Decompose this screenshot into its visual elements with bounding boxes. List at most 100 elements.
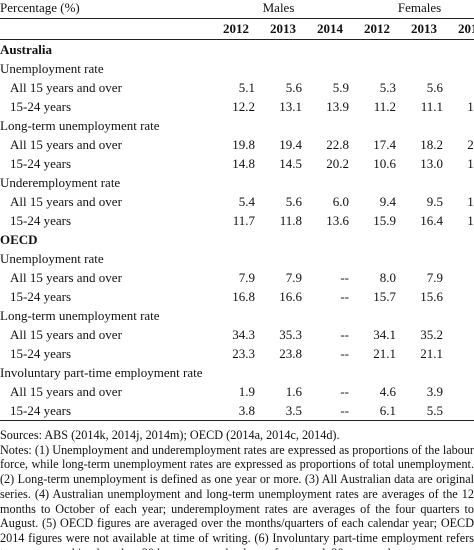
- table-row: 15-24 years 12.2 13.1 13.9 11.2 11.1 12.3: [0, 97, 474, 116]
- value-cell: 17.4: [373, 136, 396, 152]
- value-cell: --: [443, 382, 474, 401]
- value-cell: 20.4: [467, 136, 474, 152]
- group-row: Unemployment rate: [0, 59, 474, 78]
- value-cell: --: [443, 325, 474, 344]
- section-label: Australia: [0, 41, 52, 57]
- group-label: Involuntary part-time employment rate: [0, 364, 203, 380]
- value-cell: 18.2: [420, 136, 443, 152]
- value-cell: 21.1: [420, 345, 443, 361]
- table-row: All 15 years and over 19.8 19.4 22.8 17.4 18.…: [0, 135, 474, 154]
- value-cell: 9.4: [379, 193, 396, 209]
- value-cell: 5.6: [426, 79, 443, 95]
- value-cell: 12.3: [467, 98, 474, 114]
- table-body: Australia Unemployment rate All 15 years a…: [0, 40, 474, 421]
- value-cell: 11.2: [373, 98, 396, 114]
- value-cell: --: [340, 345, 349, 361]
- value-cell: 21.1: [373, 345, 396, 361]
- value-cell: 7.9: [285, 269, 302, 285]
- value-cell: 22.8: [326, 136, 349, 152]
- value-cell: 3.9: [426, 383, 443, 399]
- group-row: Underemployment rate: [0, 173, 474, 192]
- value-cell: --: [443, 401, 474, 421]
- group-row: Involuntary part-time employment rate: [0, 363, 474, 382]
- table-row: 15-24 years 11.7 11.8 13.6 15.9 16.4 17.9: [0, 211, 474, 230]
- table-row: 15-24 years 14.8 14.5 20.2 10.6 13.0 15.1: [0, 154, 474, 173]
- year-header-females-2012: 2012: [349, 18, 396, 40]
- males-group-header: Males: [262, 0, 295, 15]
- notes-block: Sources: ABS (2014k, 2014j, 2014m); OECD…: [0, 428, 474, 550]
- value-cell: 6.0: [332, 193, 349, 209]
- value-cell: 5.5: [396, 401, 443, 421]
- value-cell: --: [340, 383, 349, 399]
- value-cell: 8.0: [379, 269, 396, 285]
- group-row: Unemployment rate: [0, 249, 474, 268]
- value-cell: 5.1: [238, 79, 255, 95]
- row-label: 15-24 years: [0, 401, 208, 421]
- row-label: 15-24 years: [10, 288, 72, 304]
- year-header-males-2013: 2013: [255, 18, 302, 40]
- value-cell: 5.4: [238, 193, 255, 209]
- value-cell: 5.6: [285, 79, 302, 95]
- table-row: All 15 years and over34.335.3--34.135.2-…: [0, 325, 474, 344]
- value-cell: 19.8: [232, 136, 255, 152]
- statistics-table: Percentage (%) Males Females 2012 2013 201…: [0, 0, 474, 421]
- value-cell: 11.8: [279, 212, 302, 228]
- value-cell: --: [340, 269, 349, 285]
- value-cell: --: [443, 344, 474, 363]
- row-label: 15-24 years: [10, 155, 72, 171]
- value-cell: 35.2: [420, 326, 443, 342]
- notes-text: Notes: (1) Unemployment and underemploym…: [0, 442, 474, 550]
- value-cell: --: [340, 326, 349, 342]
- value-cell: 5.3: [379, 79, 396, 95]
- value-cell: 14.5: [279, 155, 302, 171]
- value-cell: 16.8: [232, 288, 255, 304]
- row-label: All 15 years and over: [10, 269, 122, 285]
- row-label: 15-24 years: [10, 345, 72, 361]
- year-header-females-2014: 2014: [443, 18, 474, 40]
- value-cell: 16.6: [279, 288, 302, 304]
- value-cell: 11.7: [232, 212, 255, 228]
- row-label: 15-24 years: [10, 212, 72, 228]
- value-cell: 13.9: [326, 98, 349, 114]
- value-cell: 7.9: [426, 269, 443, 285]
- value-cell: 4.6: [379, 383, 396, 399]
- section-label: OECD: [0, 231, 38, 247]
- value-cell: 15.9: [373, 212, 396, 228]
- group-label: Long-term unemployment rate: [0, 307, 160, 323]
- value-cell: 11.1: [420, 98, 443, 114]
- row-label: All 15 years and over: [10, 79, 122, 95]
- value-cell: 13.6: [326, 212, 349, 228]
- table-row: All 15 years and over 5.4 5.6 6.0 9.4 9.5 10.0: [0, 192, 474, 211]
- value-cell: 15.1: [467, 155, 474, 171]
- group-row: Long-term unemployment rate: [0, 306, 474, 325]
- group-label: Underemployment rate: [0, 174, 121, 190]
- section-row: Australia: [0, 40, 474, 60]
- value-cell: --: [443, 268, 474, 287]
- table-group-header-row: Percentage (%) Males Females: [0, 0, 474, 19]
- sources-line: Sources: ABS (2014k, 2014j, 2014m); OECD…: [0, 428, 340, 442]
- value-cell: 1.9: [238, 383, 255, 399]
- value-cell: 14.8: [232, 155, 255, 171]
- group-label: Unemployment rate: [0, 60, 104, 76]
- females-group-header: Females: [397, 0, 442, 15]
- value-cell: 1.6: [285, 383, 302, 399]
- row-label: All 15 years and over: [10, 383, 122, 399]
- year-header-females-2013: 2013: [396, 18, 443, 40]
- value-cell: 15.6: [420, 288, 443, 304]
- value-cell: --: [340, 288, 349, 304]
- value-cell: 10.0: [467, 193, 474, 209]
- value-cell: 19.4: [279, 136, 302, 152]
- value-cell: 35.3: [279, 326, 302, 342]
- year-header-males-2014: 2014: [302, 18, 349, 40]
- row-label: All 15 years and over: [10, 193, 122, 209]
- value-cell: 34.1: [373, 326, 396, 342]
- group-row: Long-term unemployment rate: [0, 116, 474, 135]
- corner-label: Percentage (%): [0, 0, 80, 15]
